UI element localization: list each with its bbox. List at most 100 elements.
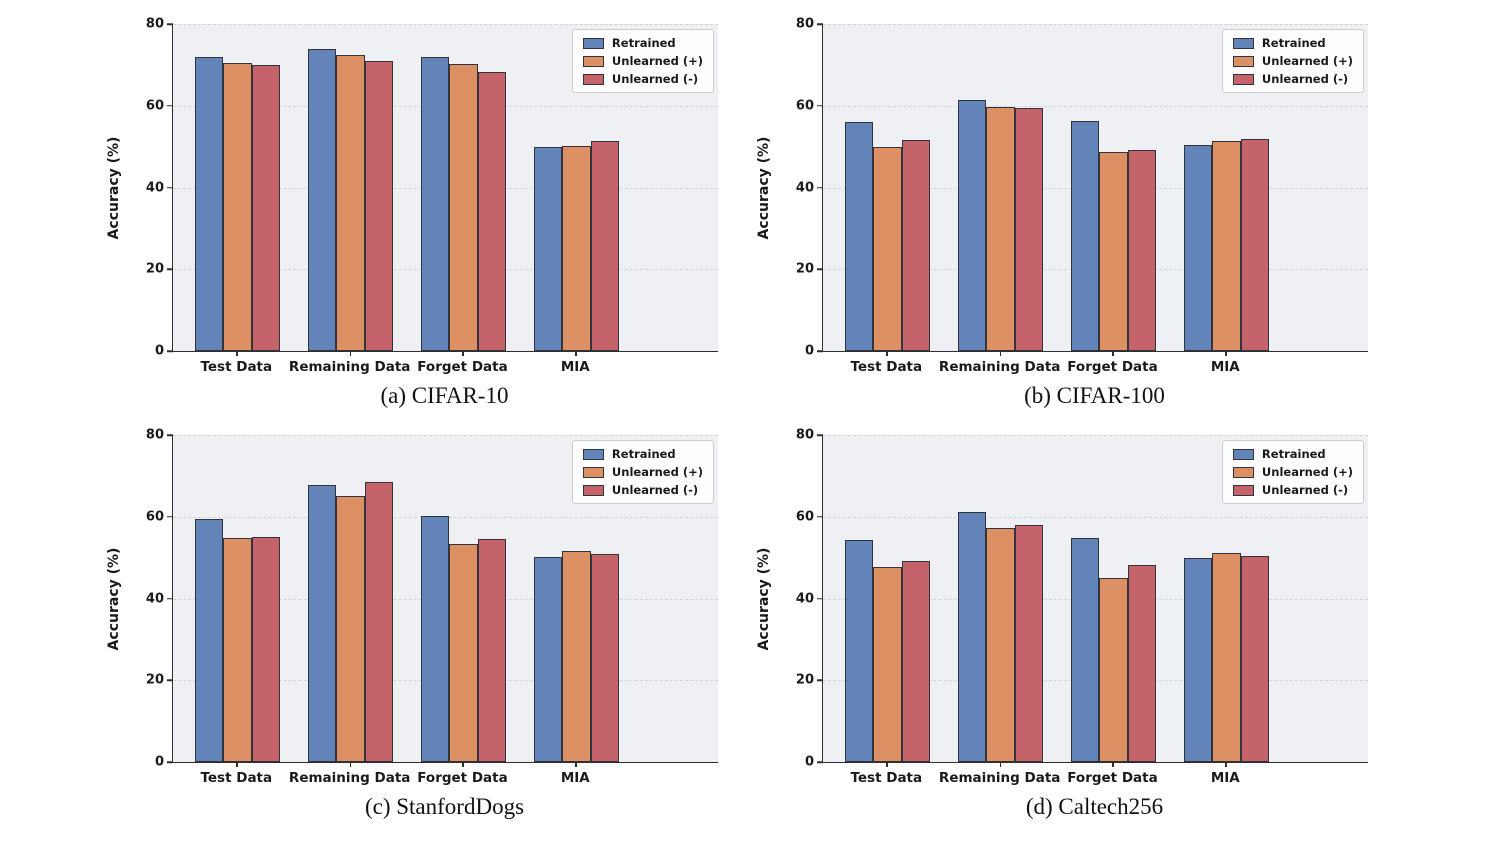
- bar: [1070, 121, 1100, 351]
- bar: [986, 527, 1015, 762]
- bar: [1014, 107, 1044, 351]
- x-tick-label: MIA: [1210, 770, 1240, 786]
- plot-area: 0 20 40 60 80 Retrained Unlearned (+) Unlearned…: [796, 428, 1368, 770]
- bar: [1183, 557, 1213, 762]
- y-tick-label: 0: [804, 754, 814, 770]
- bar: [844, 122, 874, 351]
- y-tick-label: 20: [145, 672, 164, 688]
- bar: [957, 99, 987, 351]
- legend-swatch-icon: [582, 448, 604, 460]
- y-tick-mark: [817, 105, 823, 107]
- x-tick-mark: [349, 762, 352, 767]
- y-tick-label: 20: [795, 672, 814, 688]
- bar: [562, 550, 591, 762]
- x-tick-label: Remaining Data: [938, 770, 1061, 786]
- y-tick-mark: [167, 23, 173, 25]
- bar: [1240, 139, 1270, 351]
- legend-label: Unlearned (-): [611, 483, 699, 497]
- y-tick-mark: [167, 597, 173, 600]
- bar: [1212, 140, 1241, 351]
- bar: [449, 543, 478, 762]
- bar: [873, 567, 902, 762]
- legend-label: Unlearned (+): [1261, 465, 1353, 479]
- y-tick-mark: [167, 761, 173, 763]
- y-tick-mark: [817, 597, 823, 600]
- x-tick-mark: [462, 762, 464, 767]
- legend-swatch-icon: [1232, 37, 1254, 49]
- bar: [986, 106, 1015, 351]
- x-tick-mark: [999, 351, 1002, 356]
- x-tick-label: Forget Data: [1067, 770, 1158, 786]
- bar: [562, 145, 591, 351]
- bar: [533, 557, 563, 762]
- bar: [901, 560, 931, 762]
- y-tick-label: 0: [154, 754, 164, 770]
- legend-row: Retrained: [582, 36, 703, 50]
- y-tick-label: 80: [795, 427, 814, 443]
- x-tick-label: Remaining Data: [288, 359, 411, 375]
- legend-label: Unlearned (+): [611, 54, 703, 68]
- y-tick-mark: [817, 434, 823, 436]
- x-tick-mark: [1225, 351, 1227, 356]
- gridline: [173, 24, 718, 25]
- y-tick-mark: [167, 186, 173, 189]
- bar: [420, 515, 450, 762]
- bar: [533, 146, 563, 351]
- y-tick-label: 0: [154, 343, 164, 359]
- chart-stanforddogs: 0 20 40 60 80 Retrained Unlearned (+) Unlearned…: [106, 428, 718, 819]
- x-tick-label: Test Data: [850, 770, 923, 786]
- x-tick-mark: [886, 351, 888, 356]
- x-tick-label: Test Data: [200, 359, 273, 375]
- y-tick-label: 20: [145, 261, 164, 277]
- legend: Retrained Unlearned (+) Unlearned (-): [1221, 440, 1364, 504]
- bar: [957, 511, 987, 762]
- x-tick-mark: [1112, 762, 1114, 767]
- y-tick-mark: [167, 105, 173, 107]
- bar: [1240, 556, 1270, 762]
- bar: [477, 538, 507, 762]
- y-axis-label: Accuracy (%): [756, 547, 772, 650]
- x-tick-label: Forget Data: [417, 359, 508, 375]
- y-tick-label: 60: [145, 509, 164, 525]
- y-tick-mark: [167, 434, 173, 436]
- x-tick-label: Remaining Data: [288, 770, 411, 786]
- bar: [1212, 552, 1241, 762]
- legend-swatch-icon: [1232, 73, 1254, 85]
- legend-swatch-icon: [582, 55, 604, 67]
- legend-swatch-icon: [1232, 484, 1254, 496]
- y-tick-mark: [817, 679, 823, 681]
- y-tick-label: 40: [795, 591, 814, 606]
- legend-swatch-icon: [582, 484, 604, 496]
- x-tick-label: MIA: [560, 770, 590, 786]
- bar: [1099, 151, 1128, 351]
- legend-row: Unlearned (-): [1232, 483, 1353, 497]
- plot-area: 0 20 40 60 80 Retrained Unlearned (+) Unlearned…: [146, 428, 718, 770]
- y-tick-mark: [817, 350, 823, 352]
- bar: [477, 72, 507, 351]
- legend-label: Retrained: [1261, 447, 1326, 461]
- x-tick-label: Test Data: [200, 770, 273, 786]
- legend-swatch-icon: [1232, 55, 1254, 67]
- x-tick-label: Remaining Data: [938, 359, 1061, 375]
- legend-label: Retrained: [611, 36, 676, 50]
- y-tick-label: 80: [795, 16, 814, 32]
- legend-label: Unlearned (+): [611, 465, 703, 479]
- bar: [590, 554, 620, 762]
- bar: [1183, 145, 1213, 351]
- y-tick-label: 80: [145, 427, 164, 443]
- y-tick-mark: [817, 186, 823, 189]
- x-tick-mark: [1225, 762, 1227, 767]
- bar: [364, 482, 394, 762]
- x-tick-mark: [999, 762, 1002, 767]
- legend-row: Unlearned (-): [582, 72, 703, 86]
- legend-label: Retrained: [611, 447, 676, 461]
- bar: [901, 139, 931, 351]
- gridline: [823, 435, 1368, 436]
- bar: [844, 539, 874, 762]
- bar: [449, 63, 478, 351]
- chart-cifar100: 0 20 40 60 80 Retrained Unlearned (+) Unlearned…: [756, 17, 1368, 408]
- bar: [251, 65, 281, 351]
- x-tick-mark: [349, 351, 352, 356]
- chart-cifar10: 0 20 40 60 80 Retrained Unlearned (+) Unlearned…: [106, 17, 718, 408]
